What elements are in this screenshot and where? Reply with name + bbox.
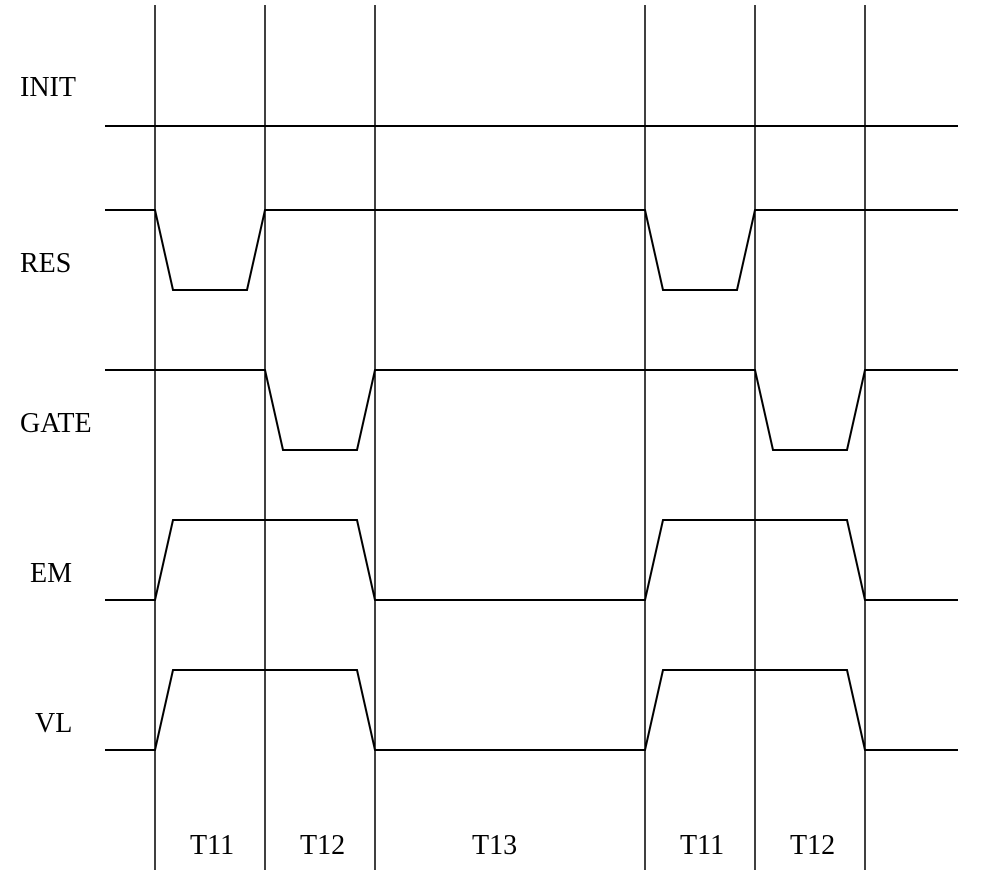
init-label: INIT [20, 72, 76, 104]
time-label-2: T13 [472, 830, 517, 862]
time-label-4: T12 [790, 830, 835, 862]
em-label: EM [30, 558, 72, 590]
res-label: RES [20, 248, 71, 280]
vl-label: VL [35, 708, 72, 740]
time-label-0: T11 [190, 830, 234, 862]
time-label-1: T12 [300, 830, 345, 862]
time-label-3: T11 [680, 830, 724, 862]
gate-label: GATE [20, 408, 92, 440]
